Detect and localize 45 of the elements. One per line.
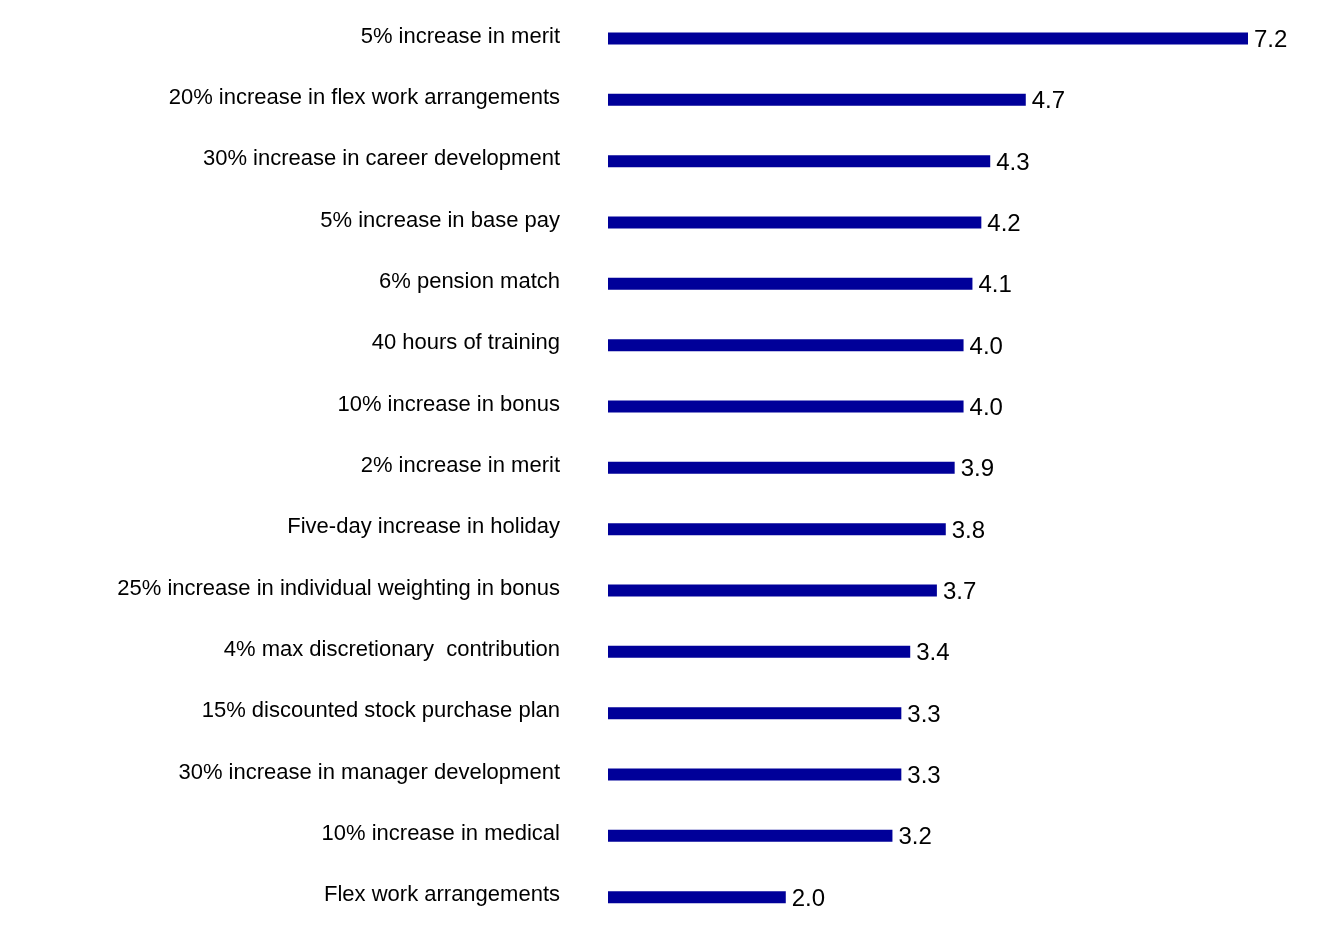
data-label: 3.3 bbox=[907, 761, 941, 789]
bar bbox=[608, 829, 893, 842]
bar bbox=[608, 645, 911, 658]
bar bbox=[608, 155, 991, 168]
data-label: 4.2 bbox=[987, 209, 1021, 237]
bar bbox=[608, 523, 946, 536]
y-tick-label: 5% increase in merit bbox=[360, 22, 560, 48]
y-tick-label: 20% increase in flex work arrangements bbox=[168, 84, 560, 109]
y-tick-label: 15% discounted stock purchase plan bbox=[201, 697, 560, 723]
y-tick-label: 5% increase in base pay bbox=[320, 206, 560, 232]
y-tick-label: Flex work arrangements bbox=[324, 881, 560, 907]
bar bbox=[608, 277, 973, 290]
bar bbox=[608, 216, 982, 229]
data-label: 7.2 bbox=[1254, 25, 1288, 53]
bar bbox=[608, 707, 902, 720]
y-tick-label: 25% increase in individual weighting in bonus bbox=[117, 574, 560, 600]
data-label: 4.1 bbox=[978, 270, 1012, 298]
y-tick-label: 30% increase in manager development bbox=[178, 758, 560, 784]
data-label: 3.2 bbox=[898, 822, 932, 850]
y-tick-label: 10% increase in bonus bbox=[337, 390, 560, 416]
y-tick-label: 30% increase in career development bbox=[202, 145, 560, 171]
bar bbox=[608, 584, 937, 597]
data-label: 3.7 bbox=[942, 577, 977, 605]
bar bbox=[608, 93, 1026, 106]
data-label: 3.4 bbox=[916, 638, 950, 666]
bar bbox=[608, 461, 955, 474]
y-tick-label: 2% increase in merit bbox=[360, 452, 560, 477]
bar bbox=[608, 400, 964, 413]
data-label: 3.9 bbox=[960, 454, 995, 482]
y-tick-label: 4% max discretionary contribution bbox=[223, 636, 560, 661]
bar bbox=[608, 891, 786, 904]
y-tick-label: 40 hours of training bbox=[371, 329, 560, 355]
y-tick-label: 6% pension match bbox=[379, 268, 560, 293]
data-label: 3.3 bbox=[907, 699, 941, 727]
data-label: 3.8 bbox=[951, 515, 986, 543]
bar bbox=[608, 32, 1248, 45]
data-label: 4.3 bbox=[996, 147, 1030, 175]
bar bbox=[608, 339, 964, 352]
data-label: 4.0 bbox=[969, 331, 1003, 359]
y-tick-label: 10% increase in medical bbox=[321, 820, 560, 845]
y-tick-label: Five-day increase in holiday bbox=[287, 513, 560, 539]
data-label: 2.0 bbox=[791, 883, 826, 911]
data-label: 4.0 bbox=[969, 393, 1003, 421]
data-label: 4.7 bbox=[1031, 86, 1066, 114]
bar bbox=[608, 768, 902, 781]
